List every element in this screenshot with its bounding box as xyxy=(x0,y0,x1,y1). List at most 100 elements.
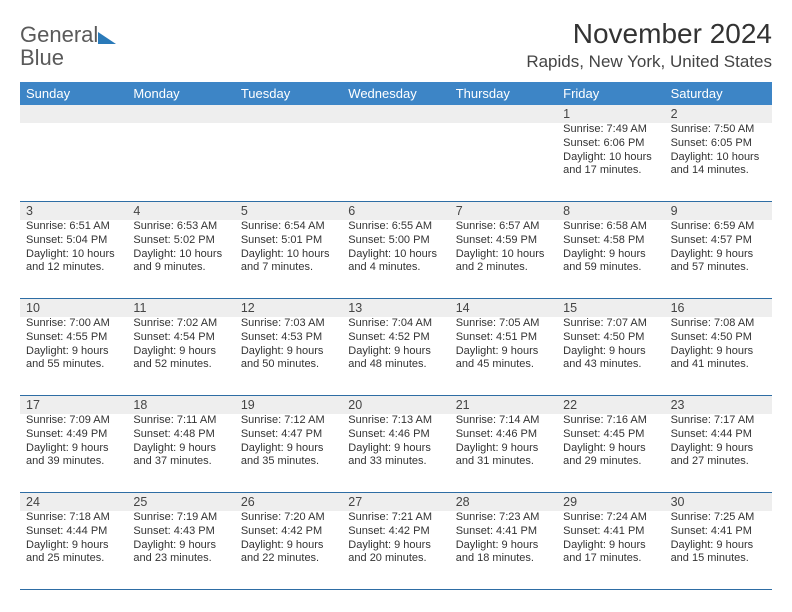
daylight-text: Daylight: 9 hours xyxy=(671,539,766,553)
sunset-text: Sunset: 4:50 PM xyxy=(563,331,658,345)
brand-word2: Blue xyxy=(20,45,64,70)
sunset-text: Sunset: 4:43 PM xyxy=(133,525,228,539)
daylight-text: Daylight: 9 hours xyxy=(348,345,443,359)
daynum-strip: 24252627282930 xyxy=(20,493,772,511)
empty-cell xyxy=(342,123,449,201)
sunset-text: Sunset: 4:44 PM xyxy=(671,428,766,442)
daylight-text: Daylight: 9 hours xyxy=(133,442,228,456)
daylight-text: and 43 minutes. xyxy=(563,358,658,372)
day-header-sat: Saturday xyxy=(665,82,772,105)
daylight-text: and 31 minutes. xyxy=(456,455,551,469)
day-number: 27 xyxy=(342,493,449,511)
daylight-text: and 33 minutes. xyxy=(348,455,443,469)
sunset-text: Sunset: 4:47 PM xyxy=(241,428,336,442)
daylight-text: Daylight: 9 hours xyxy=(133,345,228,359)
title-block: November 2024 Rapids, New York, United S… xyxy=(526,18,772,72)
day-number: 13 xyxy=(342,299,449,317)
brand-word1: General xyxy=(20,22,98,47)
day-number: 26 xyxy=(235,493,342,511)
daylight-text: Daylight: 9 hours xyxy=(456,345,551,359)
sunset-text: Sunset: 4:41 PM xyxy=(563,525,658,539)
sunrise-text: Sunrise: 7:13 AM xyxy=(348,414,443,428)
week-row: Sunrise: 7:09 AMSunset: 4:49 PMDaylight:… xyxy=(20,414,772,493)
week-row: Sunrise: 6:51 AMSunset: 5:04 PMDaylight:… xyxy=(20,220,772,299)
day-cell: Sunrise: 7:04 AMSunset: 4:52 PMDaylight:… xyxy=(342,317,449,395)
sunrise-text: Sunrise: 7:18 AM xyxy=(26,511,121,525)
daylight-text: and 20 minutes. xyxy=(348,552,443,566)
day-number: 28 xyxy=(450,493,557,511)
day-cell: Sunrise: 7:19 AMSunset: 4:43 PMDaylight:… xyxy=(127,511,234,589)
day-cell: Sunrise: 7:23 AMSunset: 4:41 PMDaylight:… xyxy=(450,511,557,589)
day-cell: Sunrise: 6:55 AMSunset: 5:00 PMDaylight:… xyxy=(342,220,449,298)
day-cell: Sunrise: 7:11 AMSunset: 4:48 PMDaylight:… xyxy=(127,414,234,492)
day-cell: Sunrise: 7:03 AMSunset: 4:53 PMDaylight:… xyxy=(235,317,342,395)
sunrise-text: Sunrise: 6:59 AM xyxy=(671,220,766,234)
daylight-text: Daylight: 9 hours xyxy=(241,442,336,456)
day-cell: Sunrise: 7:49 AMSunset: 6:06 PMDaylight:… xyxy=(557,123,664,201)
daylight-text: and 4 minutes. xyxy=(348,261,443,275)
daynum-strip: 17181920212223 xyxy=(20,396,772,414)
day-cell: Sunrise: 6:59 AMSunset: 4:57 PMDaylight:… xyxy=(665,220,772,298)
sunrise-text: Sunrise: 7:50 AM xyxy=(671,123,766,137)
daynum-strip: 12 xyxy=(20,105,772,123)
daylight-text: and 18 minutes. xyxy=(456,552,551,566)
daylight-text: and 15 minutes. xyxy=(671,552,766,566)
day-cell: Sunrise: 7:25 AMSunset: 4:41 PMDaylight:… xyxy=(665,511,772,589)
daylight-text: Daylight: 9 hours xyxy=(26,539,121,553)
calendar-grid: Sunday Monday Tuesday Wednesday Thursday… xyxy=(20,82,772,590)
sunrise-text: Sunrise: 7:19 AM xyxy=(133,511,228,525)
daylight-text: and 29 minutes. xyxy=(563,455,658,469)
brand-text: General Blue xyxy=(20,24,116,70)
sunrise-text: Sunrise: 7:21 AM xyxy=(348,511,443,525)
empty-cell xyxy=(127,123,234,201)
sunset-text: Sunset: 4:41 PM xyxy=(671,525,766,539)
sunset-text: Sunset: 4:48 PM xyxy=(133,428,228,442)
day-cell: Sunrise: 7:07 AMSunset: 4:50 PMDaylight:… xyxy=(557,317,664,395)
daylight-text: Daylight: 9 hours xyxy=(563,442,658,456)
day-number: 29 xyxy=(557,493,664,511)
day-cell: Sunrise: 7:05 AMSunset: 4:51 PMDaylight:… xyxy=(450,317,557,395)
daylight-text: Daylight: 10 hours xyxy=(26,248,121,262)
sunrise-text: Sunrise: 7:12 AM xyxy=(241,414,336,428)
day-header-wed: Wednesday xyxy=(342,82,449,105)
sunrise-text: Sunrise: 6:54 AM xyxy=(241,220,336,234)
day-number: 19 xyxy=(235,396,342,414)
sunset-text: Sunset: 4:46 PM xyxy=(348,428,443,442)
day-number: 22 xyxy=(557,396,664,414)
day-cell: Sunrise: 7:13 AMSunset: 4:46 PMDaylight:… xyxy=(342,414,449,492)
top-row: General Blue November 2024 Rapids, New Y… xyxy=(20,18,772,72)
daylight-text: Daylight: 9 hours xyxy=(133,539,228,553)
sunrise-text: Sunrise: 7:09 AM xyxy=(26,414,121,428)
sunrise-text: Sunrise: 6:55 AM xyxy=(348,220,443,234)
daylight-text: and 2 minutes. xyxy=(456,261,551,275)
sunrise-text: Sunrise: 6:53 AM xyxy=(133,220,228,234)
daylight-text: Daylight: 9 hours xyxy=(671,345,766,359)
daylight-text: and 22 minutes. xyxy=(241,552,336,566)
sunset-text: Sunset: 5:00 PM xyxy=(348,234,443,248)
daylight-text: Daylight: 9 hours xyxy=(563,345,658,359)
daylight-text: Daylight: 9 hours xyxy=(241,539,336,553)
daynum-strip: 10111213141516 xyxy=(20,299,772,317)
sunset-text: Sunset: 4:50 PM xyxy=(671,331,766,345)
sunset-text: Sunset: 4:58 PM xyxy=(563,234,658,248)
sunset-text: Sunset: 4:44 PM xyxy=(26,525,121,539)
day-cell: Sunrise: 6:58 AMSunset: 4:58 PMDaylight:… xyxy=(557,220,664,298)
sunrise-text: Sunrise: 7:25 AM xyxy=(671,511,766,525)
day-header-mon: Monday xyxy=(127,82,234,105)
sunset-text: Sunset: 4:51 PM xyxy=(456,331,551,345)
sunrise-text: Sunrise: 7:02 AM xyxy=(133,317,228,331)
weeks-container: 12Sunrise: 7:49 AMSunset: 6:06 PMDayligh… xyxy=(20,105,772,590)
daylight-text: and 45 minutes. xyxy=(456,358,551,372)
daylight-text: and 14 minutes. xyxy=(671,164,766,178)
day-number xyxy=(450,105,557,123)
day-number: 5 xyxy=(235,202,342,220)
daylight-text: and 17 minutes. xyxy=(563,552,658,566)
daylight-text: and 35 minutes. xyxy=(241,455,336,469)
day-number: 12 xyxy=(235,299,342,317)
day-number: 15 xyxy=(557,299,664,317)
day-number: 14 xyxy=(450,299,557,317)
sunset-text: Sunset: 5:02 PM xyxy=(133,234,228,248)
daylight-text: and 12 minutes. xyxy=(26,261,121,275)
daylight-text: and 41 minutes. xyxy=(671,358,766,372)
day-cell: Sunrise: 7:09 AMSunset: 4:49 PMDaylight:… xyxy=(20,414,127,492)
